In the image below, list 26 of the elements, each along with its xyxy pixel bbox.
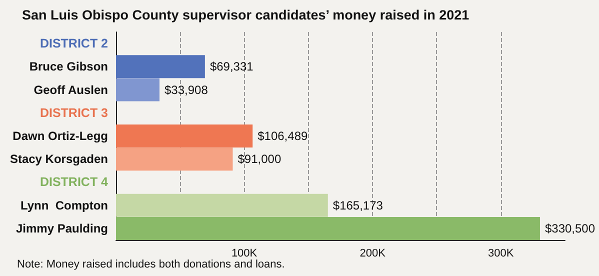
y-tick-label: DISTRICT 3	[40, 106, 108, 120]
y-tick-label: Geoff Auslen	[34, 82, 108, 97]
bar	[116, 216, 540, 240]
y-tick-label: DISTRICT 2	[40, 36, 108, 51]
y-tick-label: Jimmy Paulding	[16, 221, 108, 236]
x-tick-label: 300K	[488, 248, 514, 260]
data-label: $165,173	[332, 198, 384, 212]
bar	[116, 124, 253, 148]
x-tick-label: 100K	[231, 248, 258, 260]
bar	[116, 55, 205, 78]
data-label: $33,908	[164, 82, 208, 97]
bar	[116, 194, 328, 217]
bar	[116, 78, 160, 102]
text: Note: Money raised includes both donations and loans.	[17, 258, 285, 270]
y-tick-label: Dawn Ortiz-Legg	[12, 129, 108, 143]
data-label: $91,000	[238, 152, 282, 166]
bar	[116, 148, 233, 171]
y-tick-label: Stacy Korsgaden	[10, 152, 108, 166]
data-label: $69,331	[210, 60, 254, 74]
y-tick-label: DISTRICT 4	[40, 175, 108, 190]
data-label: $106,489	[258, 129, 308, 143]
y-tick-label: Bruce Gibson	[29, 60, 108, 74]
x-tick-label: 200K	[360, 248, 386, 260]
data-label: $330,500	[544, 221, 596, 236]
chart-title: San Luis Obispo County supervisor candidates’ money raised in 2021	[22, 8, 470, 22]
y-tick-label: Lynn Compton	[20, 198, 108, 212]
